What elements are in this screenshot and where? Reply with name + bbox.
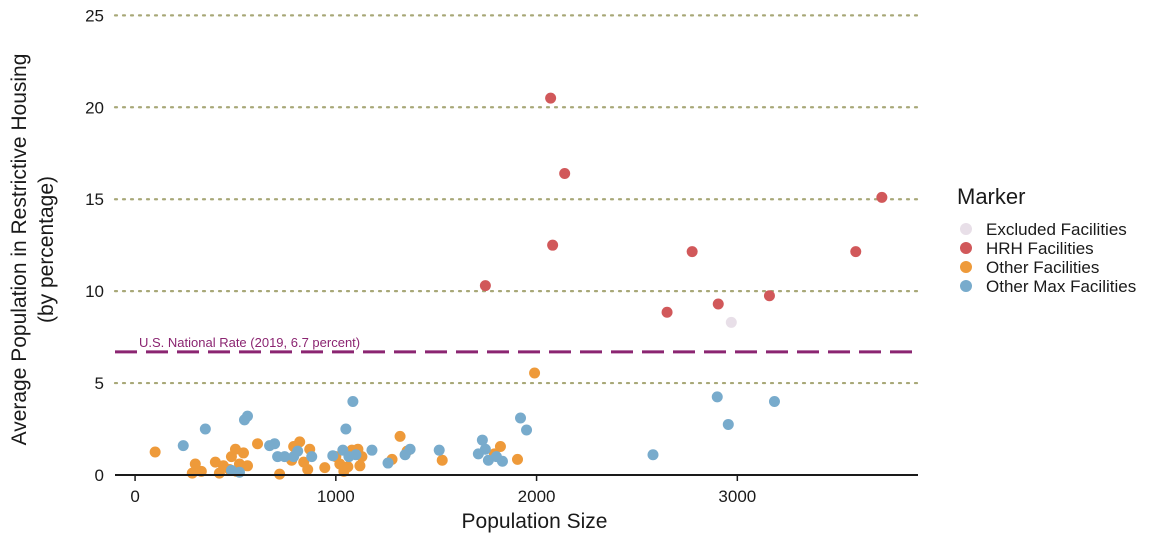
data-point (433, 444, 445, 456)
data-point (177, 440, 189, 452)
data-point (294, 436, 306, 448)
data-point (529, 367, 541, 379)
data-point (686, 246, 698, 258)
data-point (252, 438, 264, 450)
legend-label: Other Max Facilities (986, 277, 1136, 296)
data-point (521, 424, 533, 436)
data-point (340, 423, 352, 435)
data-point (436, 454, 448, 466)
data-point (382, 457, 394, 469)
y-tick-label: 5 (95, 374, 104, 393)
x-tick-label: 0 (130, 487, 139, 506)
data-point (559, 167, 571, 179)
legend-title: Marker (957, 184, 1025, 209)
data-point (763, 290, 775, 302)
data-point (394, 430, 406, 442)
data-point (547, 239, 559, 251)
data-point (494, 441, 506, 453)
y-tick-label: 0 (95, 466, 104, 485)
data-point (233, 466, 245, 478)
legend-swatch (960, 242, 972, 254)
data-point (876, 191, 888, 203)
data-point (661, 306, 673, 318)
y-tick-label: 10 (85, 282, 104, 301)
data-point (342, 461, 354, 473)
data-point (241, 460, 253, 472)
y-axis-ticks: 0 5 10 15 20 25 (85, 6, 104, 485)
legend-swatch (960, 280, 972, 292)
x-axis-ticks: 0 1000 2000 3000 (130, 475, 756, 506)
data-point (512, 453, 524, 465)
y-tick-label: 15 (85, 190, 104, 209)
data-point (306, 451, 318, 463)
data-point (496, 455, 508, 467)
legend-swatch (960, 261, 972, 273)
data-point (366, 444, 378, 456)
legend-swatch (960, 223, 972, 235)
data-point (237, 447, 249, 459)
data-point (404, 443, 416, 455)
data-point (269, 438, 281, 450)
data-points (149, 92, 888, 480)
y-axis-title-line-1: Average Population in Restrictive Housin… (8, 54, 31, 446)
data-point (149, 446, 161, 458)
data-point (199, 423, 211, 435)
data-point (711, 391, 723, 403)
x-tick-label: 3000 (718, 487, 756, 506)
data-point (479, 280, 491, 292)
y-tick-label: 25 (85, 6, 104, 25)
national-rate-label: U.S. National Rate (2019, 6.7 percent) (139, 335, 360, 350)
data-point (545, 92, 557, 104)
data-point (302, 463, 314, 475)
x-tick-label: 1000 (317, 487, 355, 506)
y-axis-title: Average Population in Restrictive Housin… (8, 54, 58, 446)
data-point (354, 460, 366, 472)
data-point (292, 445, 304, 457)
data-point (712, 298, 724, 310)
data-point (241, 410, 253, 422)
data-point (279, 451, 291, 463)
reference-line-group: U.S. National Rate (2019, 6.7 percent) (115, 335, 918, 354)
data-point (647, 449, 659, 461)
data-point (725, 316, 737, 328)
data-point (768, 395, 780, 407)
data-point (327, 450, 339, 462)
data-point (350, 449, 362, 461)
x-tick-label: 2000 (518, 487, 556, 506)
data-point (347, 395, 359, 407)
y-tick-label: 20 (85, 98, 104, 117)
x-axis-title: Population Size (462, 510, 608, 533)
data-point (189, 458, 201, 470)
legend-label: Other Facilities (986, 258, 1099, 277)
data-point (850, 246, 862, 258)
y-axis-title-line-2: (by percentage) (35, 176, 58, 323)
data-point (319, 462, 331, 474)
data-point (186, 467, 198, 479)
data-point (722, 418, 734, 430)
data-point (476, 434, 488, 446)
legend-label: Excluded Facilities (986, 220, 1127, 239)
data-point (515, 412, 527, 424)
gridlines (113, 14, 920, 385)
legend-label: HRH Facilities (986, 239, 1094, 258)
data-point (479, 443, 491, 455)
